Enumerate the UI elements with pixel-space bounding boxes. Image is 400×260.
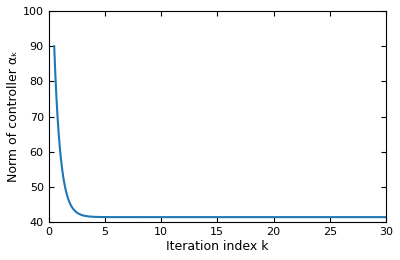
Y-axis label: Norm of controller αₖ: Norm of controller αₖ [7, 51, 20, 183]
X-axis label: Iteration index k: Iteration index k [166, 240, 268, 253]
